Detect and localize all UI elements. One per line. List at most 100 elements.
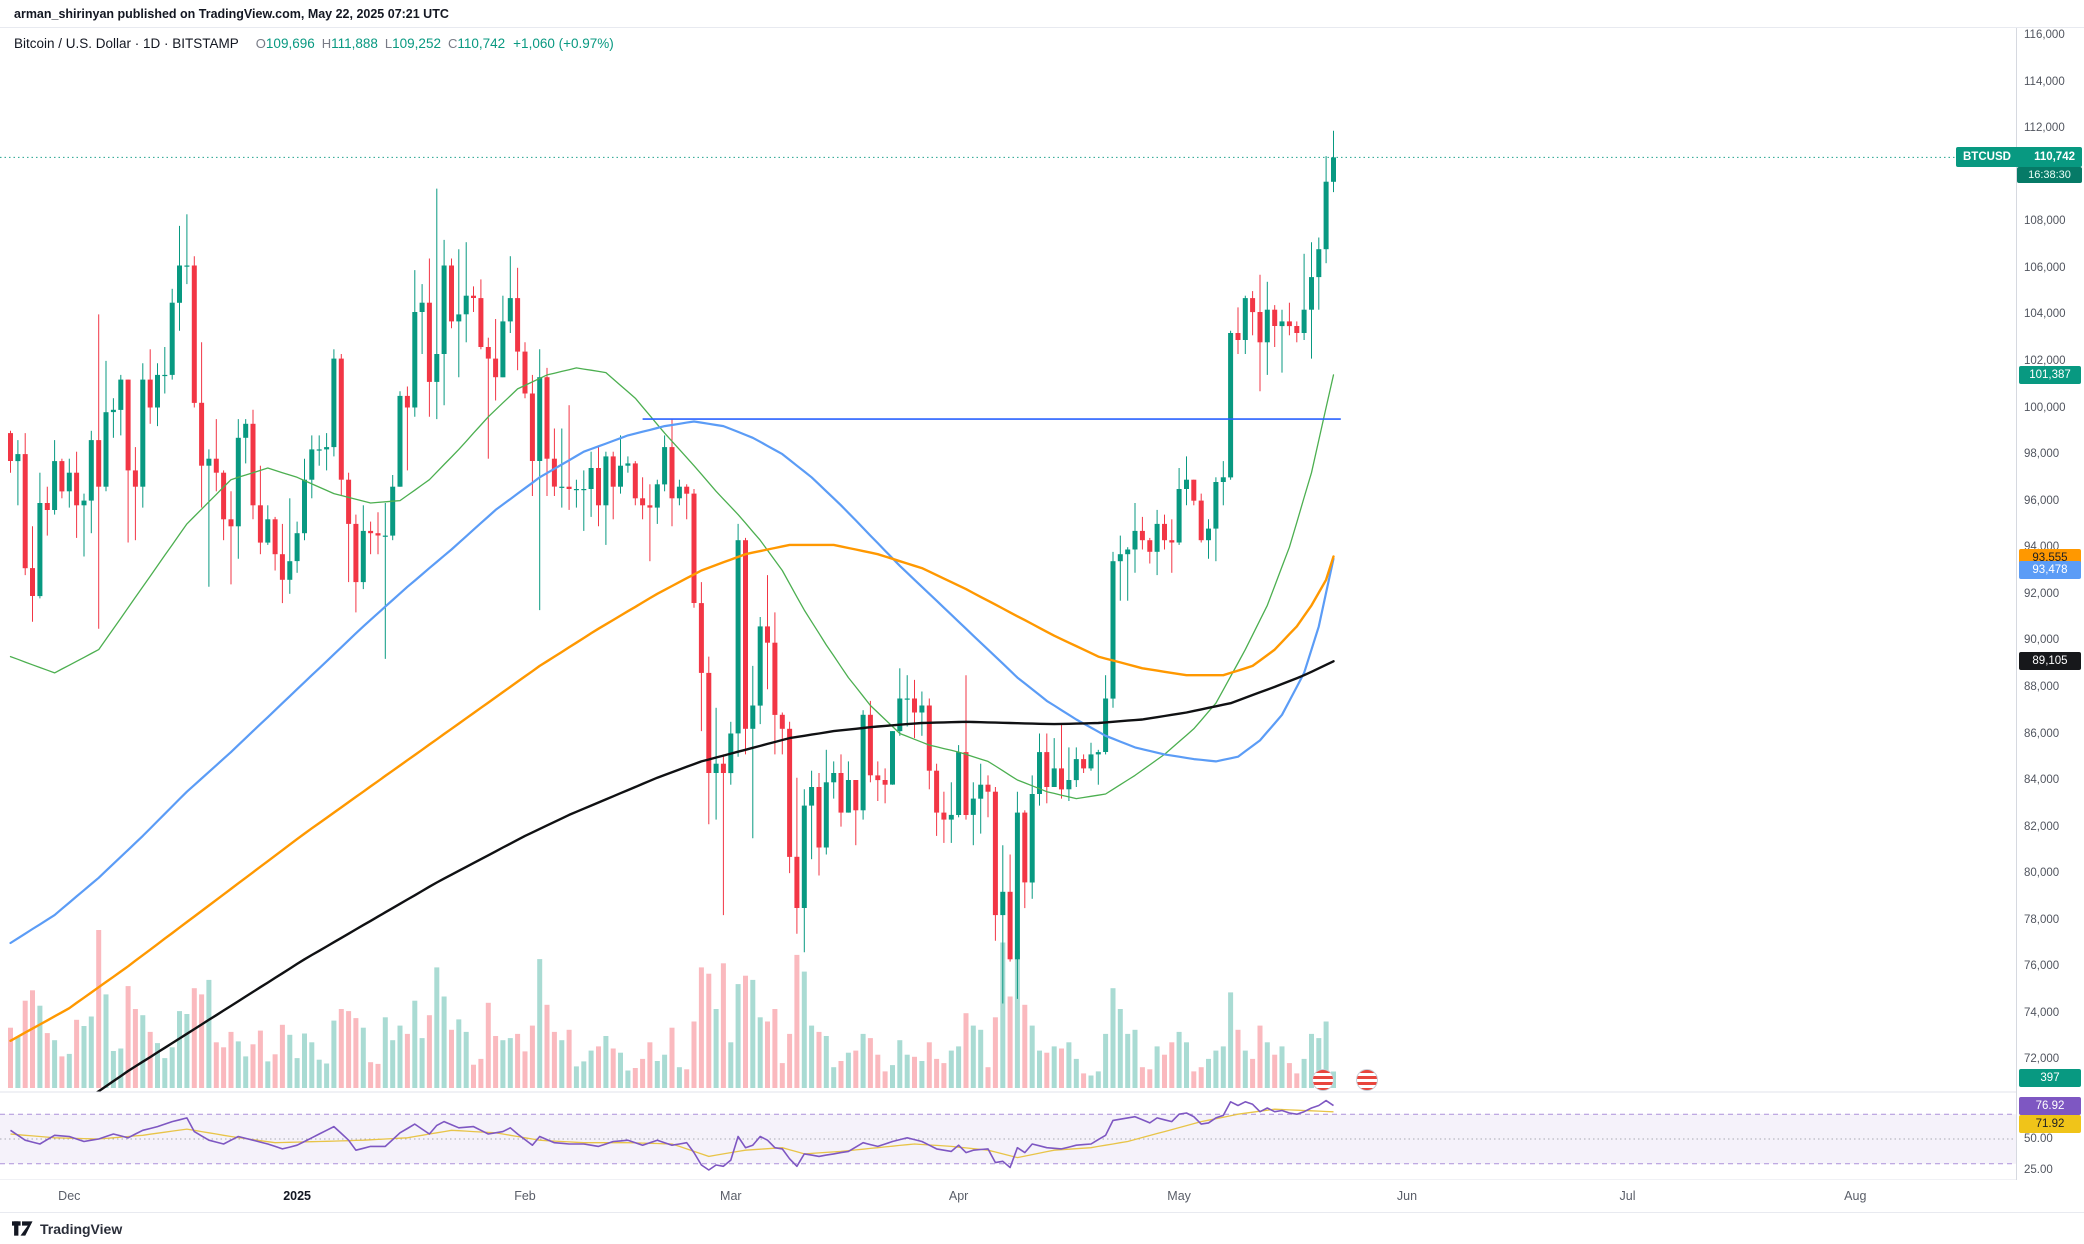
candle xyxy=(110,398,116,438)
candle xyxy=(118,374,124,436)
candle xyxy=(1132,503,1138,573)
price-tick-label: 112,000 xyxy=(2024,122,2065,135)
candle xyxy=(1228,330,1234,480)
candle xyxy=(59,458,65,499)
candle xyxy=(368,521,374,555)
candle xyxy=(573,479,579,508)
candle xyxy=(478,279,484,350)
candle xyxy=(1147,537,1153,564)
price-tick-label: 88,000 xyxy=(2024,680,2060,693)
candle xyxy=(412,270,418,417)
candles-layer xyxy=(8,130,1336,1004)
candle xyxy=(765,575,770,690)
candle xyxy=(566,405,572,510)
ohlc-value: 109,696 xyxy=(265,36,315,51)
tradingview-logo[interactable] xyxy=(12,1220,33,1237)
candle xyxy=(1206,519,1211,559)
price-tick-label: 104,000 xyxy=(2024,308,2066,321)
candle xyxy=(338,354,344,496)
candle xyxy=(1073,747,1079,787)
candle xyxy=(1162,514,1167,550)
candle xyxy=(272,516,278,571)
price-tick-label: 76,000 xyxy=(2024,960,2060,973)
candle xyxy=(1066,747,1072,801)
candle xyxy=(500,295,506,378)
candle xyxy=(162,347,168,394)
candle xyxy=(691,489,697,608)
candle xyxy=(934,763,940,836)
candle xyxy=(426,258,432,417)
candle xyxy=(1007,854,1013,962)
candle xyxy=(662,435,668,492)
economic-event-icon[interactable] xyxy=(1311,1069,1334,1091)
candle xyxy=(375,512,381,555)
badge-price: 110,742 xyxy=(2034,151,2075,163)
candle xyxy=(970,782,976,846)
candle xyxy=(155,363,160,427)
candle xyxy=(243,419,249,464)
candle xyxy=(265,505,271,545)
candle xyxy=(926,698,932,790)
candle xyxy=(632,461,638,506)
candle xyxy=(485,337,491,459)
candle xyxy=(74,451,80,538)
candle xyxy=(44,486,50,536)
candle xyxy=(177,225,182,331)
time-axis-label: May xyxy=(1167,1189,1191,1203)
candle xyxy=(103,360,109,492)
ohlc-value: 111,888 xyxy=(331,36,378,51)
symbol-title[interactable]: Bitcoin / U.S. Dollar · 1D · BITSTAMP xyxy=(14,36,239,51)
candle xyxy=(1154,509,1160,576)
ohlc-label: O xyxy=(255,36,266,51)
candle xyxy=(1169,519,1175,573)
candle xyxy=(1323,156,1329,264)
candle xyxy=(978,763,984,834)
candle xyxy=(257,465,263,555)
candle xyxy=(713,707,719,820)
candle xyxy=(471,286,476,312)
candle xyxy=(559,428,565,508)
rsi-band xyxy=(0,1113,2016,1165)
price-axis[interactable]: 116,000114,000112,000110,000108,000106,0… xyxy=(2016,28,2084,1212)
candle xyxy=(1309,242,1314,359)
sma-30-line xyxy=(9,367,1335,800)
candle xyxy=(640,477,646,520)
candle xyxy=(1081,754,1087,773)
candle xyxy=(809,770,815,860)
volume-value-badge: 397 xyxy=(2019,1069,2081,1087)
candle xyxy=(140,363,146,508)
candle xyxy=(419,284,425,354)
candle xyxy=(735,523,741,757)
candle xyxy=(309,435,315,499)
candle xyxy=(853,780,859,846)
badge-symbol: BTCUSD xyxy=(1963,151,2011,163)
rsi-ma-value-badge: 71.92 xyxy=(2019,1115,2081,1133)
rsi-tick-label: 25.00 xyxy=(2024,1164,2053,1176)
candle xyxy=(1014,791,1020,999)
candle xyxy=(956,745,962,818)
economic-event-icon[interactable] xyxy=(1355,1069,1378,1091)
candle xyxy=(324,433,330,471)
ohlc-value: 110,742 xyxy=(457,36,506,51)
candle xyxy=(551,428,557,496)
price-tick-label: 82,000 xyxy=(2024,820,2060,833)
brand-name[interactable]: TradingView xyxy=(40,1220,123,1237)
candle xyxy=(235,419,241,559)
candle xyxy=(147,349,153,424)
candle xyxy=(1095,749,1101,785)
ohlc-values: O 109,696 H 111,888 L 109,252 C 110,742 xyxy=(249,36,505,51)
candle xyxy=(213,419,219,492)
candle xyxy=(316,435,322,466)
price-tick-label: 102,000 xyxy=(2024,354,2066,367)
candle xyxy=(132,447,138,541)
candle xyxy=(507,256,513,333)
candle xyxy=(1286,302,1292,336)
price-tick-label: 90,000 xyxy=(2024,634,2060,647)
candle xyxy=(1117,535,1123,601)
candle xyxy=(1022,810,1028,909)
time-axis-label: 2025 xyxy=(283,1189,311,1203)
candle xyxy=(992,787,998,941)
time-axis[interactable]: Dec 2025 Feb Mar Apr May Jun Jul Aug xyxy=(0,1180,2084,1212)
time-axis-label: Feb xyxy=(514,1189,536,1203)
